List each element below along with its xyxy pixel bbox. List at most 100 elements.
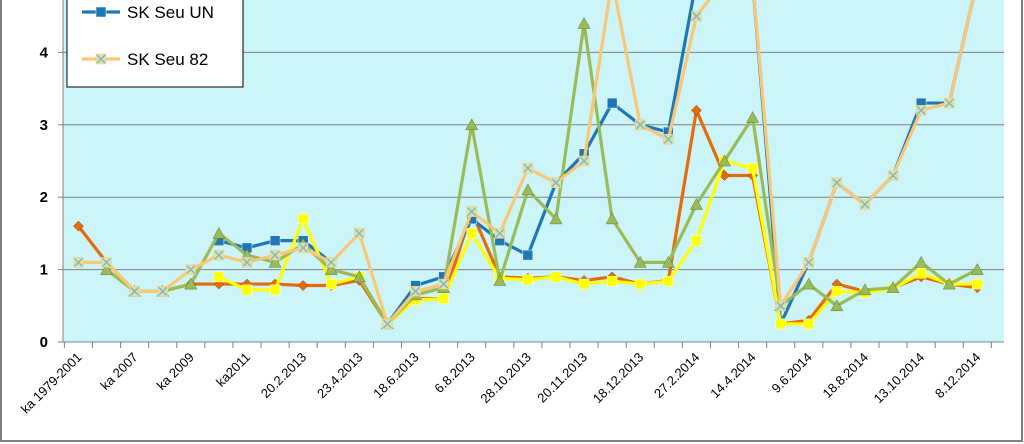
data-point	[859, 199, 871, 210]
data-point	[95, 53, 107, 65]
data-point	[606, 97, 618, 109]
y-tick-label: 1	[40, 262, 48, 279]
data-point	[578, 278, 590, 290]
data-point	[269, 284, 281, 296]
x-tick-label: 28.10.2013	[477, 350, 534, 407]
y-tick-label: 0	[40, 334, 48, 351]
data-point	[269, 249, 281, 261]
data-point	[550, 177, 562, 188]
x-tick-label: 8.12.2014	[932, 350, 984, 402]
data-point	[213, 249, 225, 261]
data-point	[354, 228, 365, 239]
legend: SK Seu UN SK Seu 82	[66, 0, 244, 88]
x-tick-label: ka 2007	[97, 350, 140, 393]
data-point	[494, 228, 506, 239]
x-tick-label: ka 2009	[154, 350, 197, 393]
x-tick-label: 20.11.2013	[534, 350, 590, 406]
x-tick-label: 18.8.2014	[820, 350, 872, 402]
x-tick-label: 6.8.2013	[431, 350, 477, 396]
x-tick-label: ka 1979-2001	[18, 350, 85, 417]
data-point	[803, 257, 815, 268]
data-point	[185, 264, 197, 275]
data-point	[95, 6, 107, 18]
data-point	[831, 177, 843, 188]
data-point	[73, 220, 84, 232]
data-point	[915, 267, 927, 279]
legend-label: SK Seu UN	[127, 3, 214, 22]
x-tick-label: 23.4.2013	[314, 350, 366, 402]
data-point	[718, 154, 731, 167]
data-point	[522, 249, 534, 261]
data-point	[915, 105, 927, 116]
data-point	[663, 275, 674, 287]
data-point	[521, 183, 535, 196]
x-tick-label: 13.10.2014	[871, 350, 928, 407]
data-point	[382, 318, 393, 330]
data-point	[942, 277, 956, 290]
data-point	[297, 242, 309, 254]
data-point	[213, 271, 225, 283]
x-tick-label: 18.6.2013	[370, 350, 422, 402]
data-point	[577, 16, 591, 29]
series-line	[105, 21, 979, 326]
x-tick-label: ka2011	[213, 350, 253, 390]
data-point	[157, 286, 168, 297]
data-point	[691, 10, 702, 22]
data-point	[606, 275, 618, 287]
data-point	[466, 206, 477, 217]
series-group	[73, 0, 984, 330]
data-point	[549, 212, 563, 225]
data-point	[73, 257, 84, 268]
data-point	[972, 278, 983, 290]
data-point	[775, 300, 786, 312]
data-point	[970, 263, 984, 275]
y-tick-label: 3	[40, 117, 48, 134]
data-point	[634, 119, 646, 131]
data-point	[914, 255, 928, 268]
data-point	[241, 284, 253, 296]
data-point	[831, 286, 843, 297]
data-point	[550, 271, 562, 283]
data-point	[578, 155, 590, 167]
data-point	[410, 286, 421, 297]
data-point	[269, 235, 281, 246]
data-point	[663, 134, 674, 145]
data-point	[887, 170, 899, 181]
data-point	[493, 273, 507, 286]
data-point	[522, 274, 534, 285]
data-point	[438, 293, 449, 304]
data-point	[466, 228, 477, 239]
x-tick-label: 9.6.2014	[769, 350, 815, 396]
data-point	[101, 257, 112, 268]
data-point	[943, 97, 955, 109]
y-axis: 0 1 2 3 4	[40, 0, 64, 351]
x-axis: ka 1979-2001 ka 2007 ka 2009 ka2011 20.2.201…	[18, 341, 1004, 417]
data-point	[100, 263, 113, 275]
data-point	[438, 278, 449, 290]
x-tick-label: 18.12.2013	[590, 350, 647, 407]
data-point	[747, 162, 758, 174]
data-point	[352, 270, 366, 283]
data-point	[803, 318, 815, 330]
data-point	[746, 111, 760, 123]
x-tick-label: 27.2.2014	[651, 350, 703, 402]
data-point	[661, 255, 675, 268]
data-point	[212, 226, 226, 239]
data-point	[802, 277, 816, 290]
data-point	[830, 299, 844, 312]
data-point	[184, 277, 198, 290]
data-point	[605, 212, 619, 225]
data-point	[324, 263, 338, 275]
data-point	[129, 286, 140, 297]
data-point	[297, 280, 309, 291]
data-point	[241, 257, 253, 268]
data-point	[633, 255, 647, 268]
y-tick-label: 4	[40, 44, 49, 61]
data-point	[886, 281, 900, 293]
data-point	[775, 318, 786, 330]
data-point	[691, 104, 702, 116]
legend-label: SK Seu 82	[127, 50, 208, 69]
